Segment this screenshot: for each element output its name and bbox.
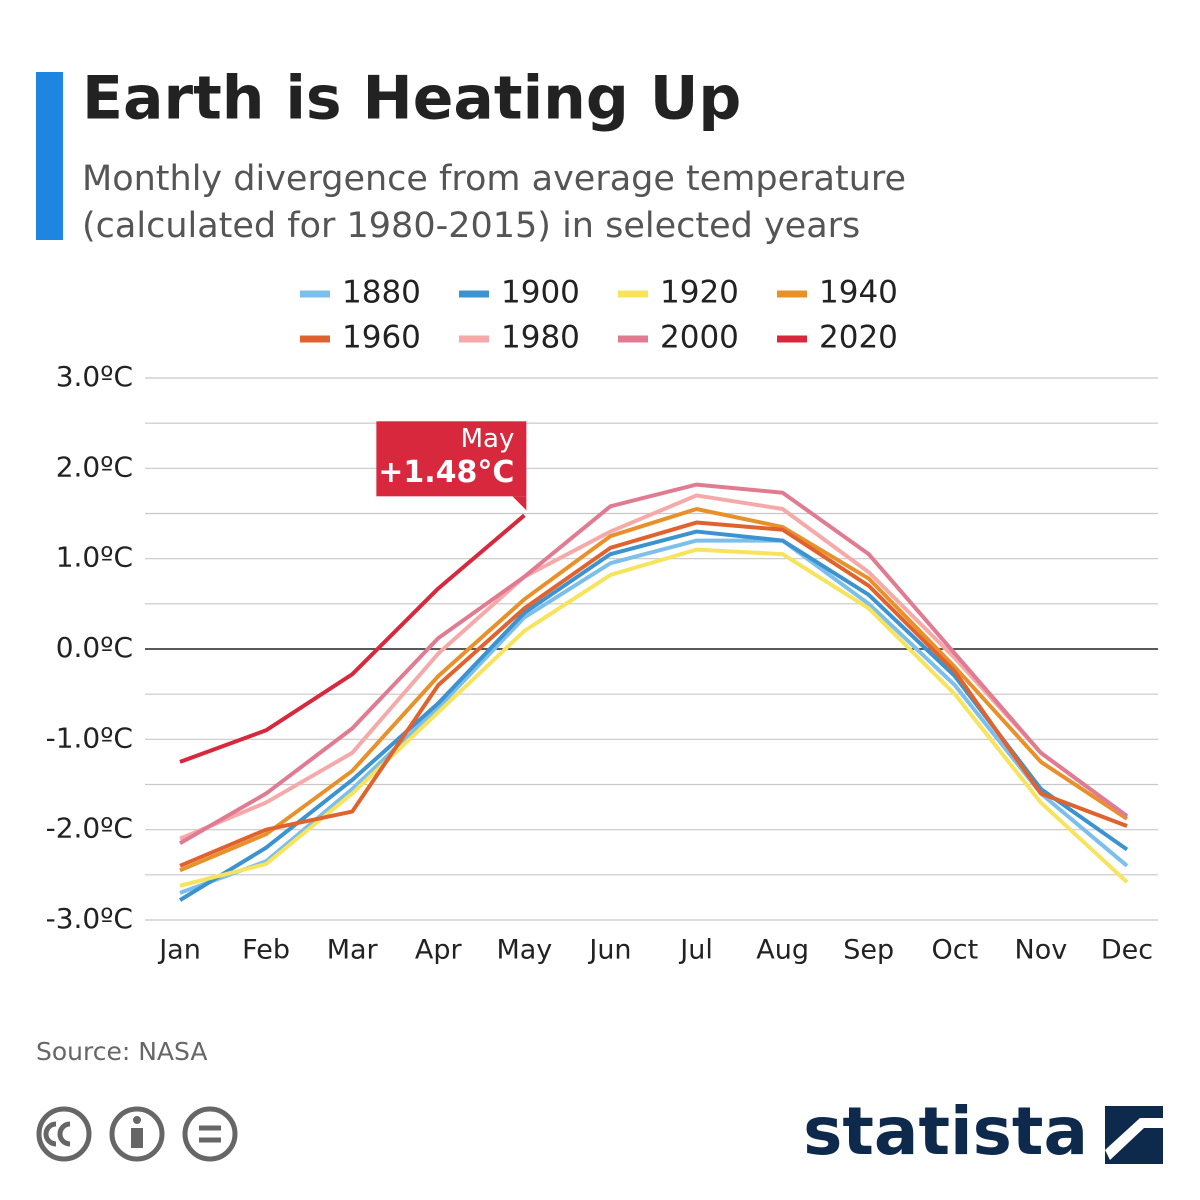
annotation-value: +1.48°C bbox=[378, 455, 514, 490]
y-tick-label: -1.0ºC bbox=[46, 721, 133, 754]
annotation-box bbox=[376, 421, 527, 497]
x-tick-label: Jun bbox=[587, 935, 631, 966]
x-tick-label: Mar bbox=[327, 935, 379, 966]
y-tick-label: 3.0ºC bbox=[56, 360, 133, 393]
series-line bbox=[179, 513, 526, 764]
source: Source: NASA bbox=[36, 1037, 207, 1066]
x-tick-label: Sep bbox=[843, 935, 894, 966]
y-tick-label: 1.0ºC bbox=[56, 541, 133, 574]
series-line bbox=[179, 506, 1129, 873]
legend-label: 1960 bbox=[342, 320, 421, 356]
legend-label: 2000 bbox=[660, 320, 739, 356]
legend-label: 1940 bbox=[819, 275, 898, 311]
x-tick-label: Jan bbox=[157, 935, 201, 966]
annotation-label: May bbox=[461, 424, 515, 454]
y-tick-label: -2.0ºC bbox=[46, 812, 133, 845]
legend-label: 1980 bbox=[501, 320, 580, 356]
legend-label: 1880 bbox=[342, 275, 421, 311]
x-tick-label: Oct bbox=[931, 935, 978, 966]
y-tick-label: -3.0ºC bbox=[46, 902, 133, 935]
accent-bar bbox=[36, 72, 63, 240]
y-tick-label: 2.0ºC bbox=[56, 450, 133, 483]
x-tick-label: Aug bbox=[756, 935, 809, 966]
legend-label: 1900 bbox=[501, 275, 580, 311]
series-line bbox=[179, 538, 1129, 895]
legend-label: 2020 bbox=[819, 320, 898, 356]
x-tick-label: May bbox=[496, 935, 552, 966]
series-line bbox=[179, 493, 1129, 841]
chart-subtitle: Monthly divergence from average temperat… bbox=[82, 159, 906, 199]
x-tick-label: Dec bbox=[1101, 935, 1153, 966]
x-tick-label: Nov bbox=[1015, 935, 1068, 966]
series-line bbox=[179, 520, 1128, 868]
x-tick-label: Feb bbox=[242, 935, 290, 966]
series-line bbox=[179, 482, 1129, 845]
legend-label: 1920 bbox=[660, 275, 739, 311]
x-tick-label: Apr bbox=[415, 935, 463, 966]
chart-title: Earth is Heating Up bbox=[82, 64, 741, 134]
brand: statista bbox=[803, 1093, 1088, 1170]
license-icons bbox=[36, 1106, 238, 1162]
y-tick-label: 0.0ºC bbox=[56, 631, 133, 664]
x-tick-label: Jul bbox=[678, 935, 713, 966]
series-line bbox=[179, 547, 1129, 888]
annotation-pointer bbox=[512, 496, 527, 511]
brand-logo bbox=[1105, 1106, 1163, 1164]
chart-subtitle: (calculated for 1980-2015) in selected y… bbox=[82, 206, 860, 246]
